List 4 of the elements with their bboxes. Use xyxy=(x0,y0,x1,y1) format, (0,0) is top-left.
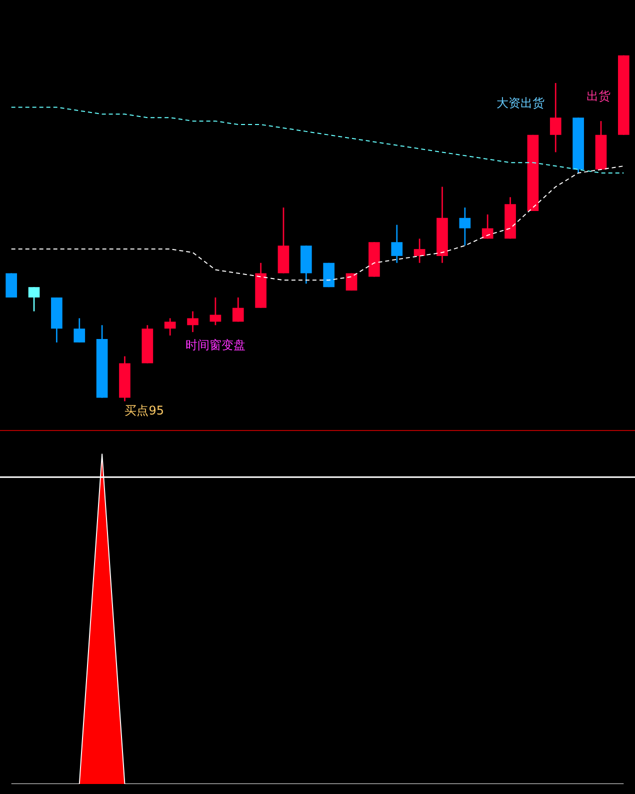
annotation: 大资出货 xyxy=(496,96,544,110)
annotation: 时间窗变盘 xyxy=(185,338,246,352)
annotation: 出货 xyxy=(586,88,611,103)
text: 买点95 xyxy=(124,404,164,418)
